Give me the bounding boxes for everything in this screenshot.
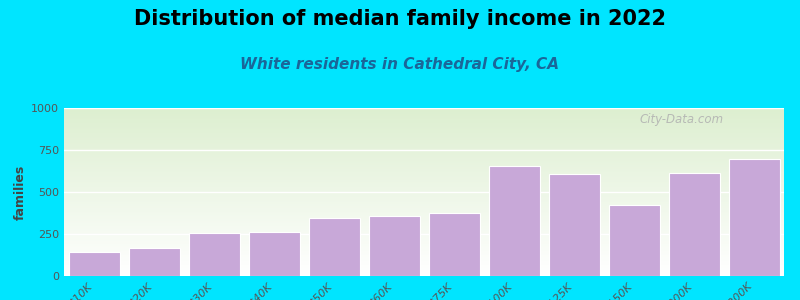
Bar [69,253,119,276]
Y-axis label: families: families [14,164,27,220]
Bar [549,173,599,276]
Bar [369,216,419,276]
Text: Distribution of median family income in 2022: Distribution of median family income in … [134,9,666,29]
Text: White residents in Cathedral City, CA: White residents in Cathedral City, CA [241,57,559,72]
Bar [189,233,239,276]
Bar [309,218,359,276]
Text: City-Data.com: City-Data.com [640,113,724,126]
Bar [489,166,539,276]
Bar [669,173,719,276]
Bar [129,248,179,276]
Bar [249,232,299,276]
Bar [609,206,659,276]
Bar [429,213,479,276]
Bar [729,159,779,276]
